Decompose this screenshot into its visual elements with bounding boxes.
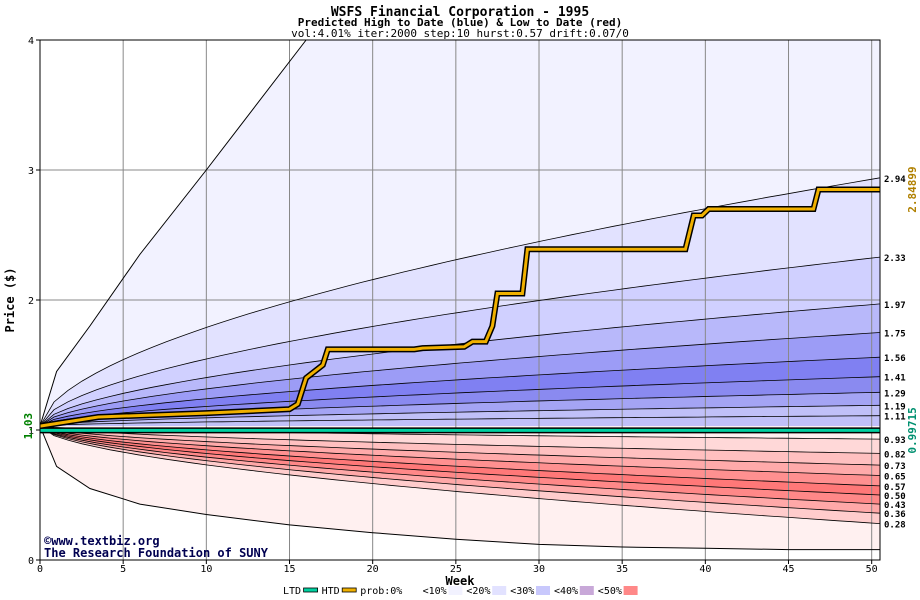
band-end-label: 1.29 [884, 389, 906, 399]
chart-subtitle: Predicted High to Date (blue) & Low to D… [298, 16, 623, 29]
high-band-fill [40, 405, 880, 427]
high-band-fill [40, 376, 880, 427]
legend-swatch [536, 586, 550, 595]
legend-swatch [404, 586, 419, 595]
htd-line [39, 188, 880, 428]
legend-swatch [448, 586, 463, 595]
legend-label: <30% [510, 586, 534, 597]
legend: LTD HTD prob:0% <10% <20% <30% <40% <50% [283, 586, 638, 597]
legend-label: <20% [466, 586, 490, 597]
low-band-fill [40, 426, 880, 514]
low-band-fill [40, 426, 880, 486]
x-tick-label: 5 [120, 564, 126, 575]
band-end-label: 2.33 [884, 254, 906, 264]
legend-swatch [341, 587, 357, 593]
x-tick-label: 30 [533, 564, 545, 575]
band-end-label: 0.50 [884, 492, 906, 502]
band-end-label: 1.75 [884, 330, 906, 340]
y-tick-label: 4 [28, 36, 34, 47]
band-end-label: 0.65 [884, 473, 906, 483]
htd-final-label: 2.84899 [906, 166, 919, 212]
high-band-line [39, 404, 881, 427]
high-band-line [39, 303, 881, 427]
x-tick-label: 45 [782, 564, 794, 575]
legend-swatch [623, 586, 638, 595]
band-end-label: 1.41 [884, 374, 906, 384]
high-band-fill [40, 415, 880, 427]
y-tick-label: 2 [28, 296, 34, 307]
legend-swatch [303, 587, 319, 593]
band-end-label: 0.36 [884, 510, 906, 520]
legend-label: LTD [283, 586, 301, 597]
band-end-label: 1.97 [884, 301, 906, 311]
band-end-label: 0.57 [884, 483, 906, 493]
high-band-fill [40, 392, 880, 427]
x-tick-label: 20 [367, 564, 379, 575]
high-band-line [39, 177, 881, 427]
band-end-label: 1.56 [884, 354, 906, 364]
band-end-label: 1.19 [884, 402, 906, 412]
low-band-line [39, 425, 881, 466]
legend-swatch [492, 586, 507, 595]
band-end-label: 1.11 [884, 413, 906, 423]
x-tick-label: 25 [450, 564, 462, 575]
low-band-fill [40, 426, 880, 495]
legend-swatch [579, 586, 594, 595]
x-tick-label: 15 [283, 564, 295, 575]
band-end-label: 0.28 [884, 521, 906, 531]
band-end-label: 2.94 [884, 175, 906, 185]
legend-label: <10% [423, 586, 447, 597]
legend-label: <50% [598, 586, 622, 597]
band-end-label: 0.82 [884, 450, 906, 460]
legend-label: <40% [554, 586, 578, 597]
high-band-line [39, 356, 881, 427]
low-band-fill [40, 426, 880, 550]
low-band-fill [40, 426, 880, 476]
y-axis-label: Price ($) [3, 267, 17, 332]
outer-high-line [39, 39, 307, 427]
outer-low-line [39, 425, 880, 551]
x-tick-label: 50 [866, 564, 878, 575]
x-tick-label: 10 [200, 564, 212, 575]
band-end-label: 0.43 [884, 501, 906, 511]
low-band-line [39, 425, 881, 487]
x-tick-label: 0 [37, 564, 43, 575]
low-band-line [39, 425, 881, 524]
y-tick-label: 1 [28, 426, 34, 437]
watermark-line-1: ©www.textbiz.org [44, 534, 160, 548]
start-price-label: 1.03 [22, 413, 35, 440]
low-band-line [39, 425, 881, 454]
high-band-fill [40, 177, 880, 427]
legend-label: prob:0% [360, 586, 402, 597]
high-band-fill [40, 257, 880, 427]
low-band-fill [40, 426, 880, 466]
high-band-line [39, 256, 881, 427]
band-end-label: 0.73 [884, 462, 906, 472]
ltd-final-label: 0.99715 [906, 407, 919, 453]
high-band-fill [40, 40, 880, 427]
x-axis-label: Week [446, 574, 476, 588]
legend-label: HTD [322, 586, 340, 597]
y-tick-label: 3 [28, 166, 34, 177]
high-band-fill [40, 357, 880, 427]
y-tick-label: 0 [28, 556, 34, 567]
watermark-line-2: The Research Foundation of SUNY [44, 546, 269, 560]
x-tick-label: 35 [616, 564, 628, 575]
high-band-line [39, 376, 881, 427]
high-band-line [39, 415, 881, 427]
low-band-line [39, 425, 881, 505]
low-band-line [39, 425, 881, 514]
low-band-line [39, 425, 881, 496]
band-end-label: 0.93 [884, 436, 906, 446]
high-band-fill [40, 303, 880, 427]
chart-title: WSFS Financial Corporation - 1995 [331, 5, 589, 20]
low-band-fill [40, 426, 880, 524]
chart-params: vol:4.01% iter:2000 step:10 hurst:0.57 d… [291, 27, 629, 40]
high-band-line [39, 332, 881, 427]
low-band-line [39, 425, 881, 476]
x-tick-label: 40 [699, 564, 711, 575]
